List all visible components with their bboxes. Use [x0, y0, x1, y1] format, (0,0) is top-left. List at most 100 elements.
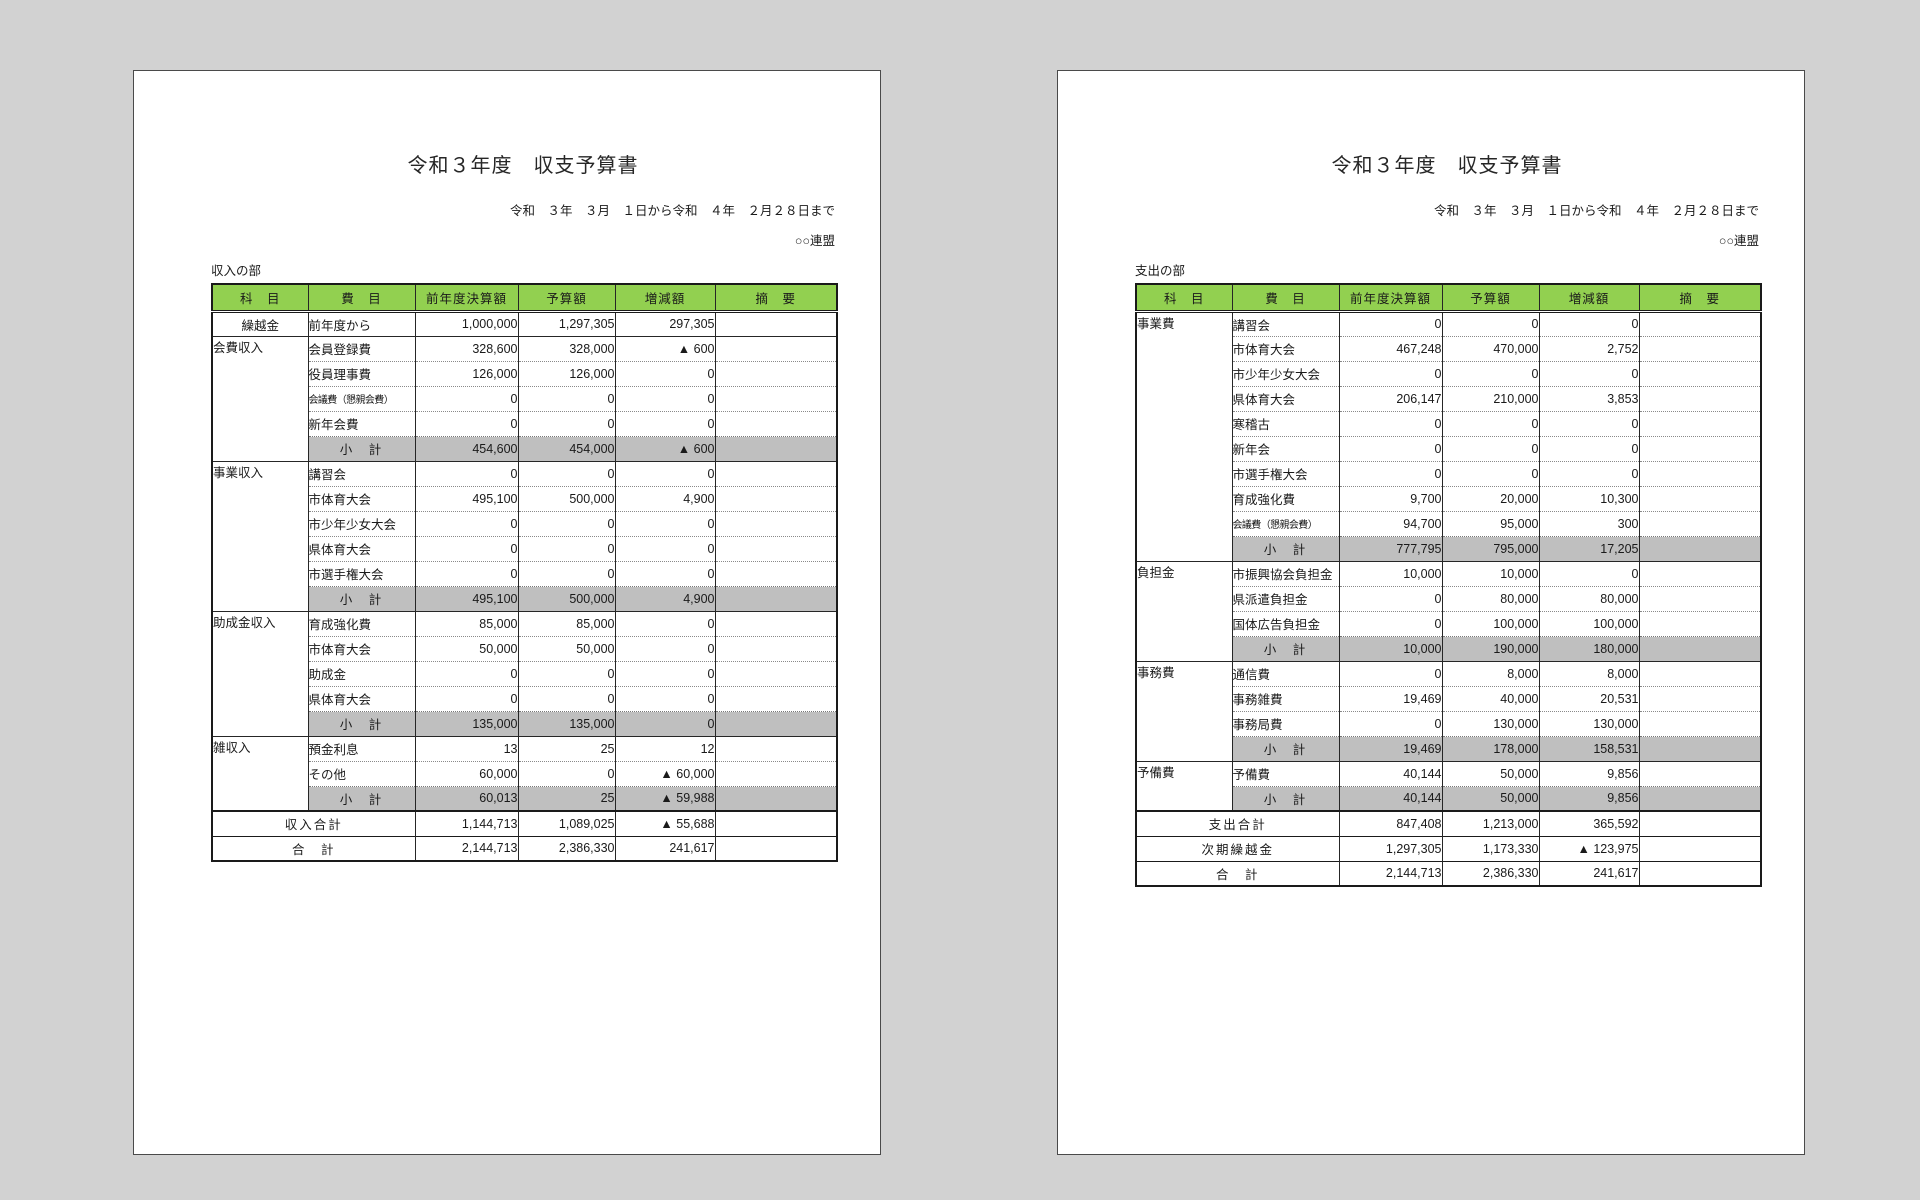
item-label-cell: 前年度から	[307, 310, 416, 336]
prev-amount-cell: 847,408	[1338, 810, 1443, 836]
diff-amount-cell: 0	[614, 410, 716, 436]
diff-amount-cell: 0	[1538, 310, 1640, 336]
total-row: 合 計 2,144,713 2,386,330 241,617	[211, 835, 838, 861]
prev-amount-cell: 495,100	[414, 485, 519, 511]
prev-amount-cell: 0	[414, 510, 519, 536]
category-cell: 会費収入	[211, 335, 309, 461]
item-label-cell: 会議費（懇親会費）	[307, 385, 416, 411]
budget-amount-cell: 130,000	[1441, 710, 1540, 736]
prev-amount-cell: 206,147	[1338, 385, 1443, 411]
table-row: 役員理事費 126,000 126,000 0	[212, 360, 838, 386]
prev-amount-cell: 2,144,713	[1338, 860, 1443, 886]
budget-amount-cell: 454,000	[517, 435, 616, 461]
column-header: 増減額	[1538, 284, 1640, 313]
item-label-cell: 市体育大会	[307, 485, 416, 511]
page-title: 令和３年度 収支予算書	[1331, 155, 1563, 177]
budget-amount-cell: 190,000	[1441, 635, 1540, 661]
total-row: 収入合計 1,144,713 1,089,025 ▲ 55,688	[211, 810, 838, 836]
diff-amount-cell: ▲ 600	[614, 435, 716, 461]
table-row: 寒稽古 0 0 0	[1136, 410, 1762, 436]
subtotal-label-cell: 小 計	[1231, 785, 1340, 811]
note-cell	[714, 385, 838, 411]
item-label-cell: 寒稽古	[1231, 410, 1340, 436]
total-label-cell: 支出合計	[1135, 810, 1340, 836]
column-header: 前年度決算額	[414, 284, 519, 313]
budget-amount-cell: 25	[517, 735, 616, 761]
table-row: 県体育大会 206,147 210,000 3,853	[1136, 385, 1762, 411]
section-label-income: 収入の部	[211, 264, 262, 278]
subtotal-row: 小 計 777,795 795,000 17,205	[1136, 535, 1762, 561]
budget-amount-cell: 0	[517, 535, 616, 561]
diff-amount-cell: 0	[614, 660, 716, 686]
item-label-cell: その他	[307, 760, 416, 786]
table-row: 事務費 通信費 0 8,000 8,000	[1135, 660, 1762, 761]
diff-amount-cell: 0	[614, 610, 716, 636]
column-header: 費 目	[307, 284, 416, 313]
note-cell	[1638, 660, 1762, 686]
item-label-cell: 講習会	[307, 460, 416, 486]
prev-amount-cell: 0	[1338, 710, 1443, 736]
budget-amount-cell: 795,000	[1441, 535, 1540, 561]
diff-amount-cell: 4,900	[614, 485, 716, 511]
subtotal-label-cell: 小 計	[307, 710, 416, 736]
income-page-content: 令和３年度 収支予算書 令和 ３年 ３月 １日から令和 ４年 ２月２８日まで ○…	[134, 149, 880, 862]
table-row: 雑収入 預金利息 13 25 12	[211, 735, 838, 811]
subtotal-row: 小 計 135,000 135,000 0	[212, 710, 838, 736]
budget-amount-cell: 135,000	[517, 710, 616, 736]
total-label-cell: 合 計	[1135, 860, 1340, 886]
note-cell	[1638, 760, 1762, 786]
table-row: 事業収入 講習会 0 0 0	[211, 460, 838, 611]
table-row: 予備費 予備費 40,144 50,000 9,856	[1135, 760, 1762, 811]
note-cell	[1638, 485, 1762, 511]
budget-amount-cell: 0	[517, 560, 616, 586]
note-cell	[1638, 710, 1762, 736]
diff-amount-cell: 0	[614, 685, 716, 711]
budget-amount-cell: 25	[517, 785, 616, 811]
table-row: 市体育大会 467,248 470,000 2,752	[1136, 335, 1762, 361]
subtotal-row: 小 計 454,600 454,000 ▲ 600	[212, 435, 838, 461]
diff-amount-cell: 0	[614, 510, 716, 536]
table-row: 新年会 0 0 0	[1136, 435, 1762, 461]
income-budget-page: 令和３年度 収支予算書 令和 ３年 ３月 １日から令和 ４年 ２月２８日まで ○…	[133, 70, 881, 1155]
subtotal-row: 小 計 495,100 500,000 4,900	[212, 585, 838, 611]
organization-name: ○○連盟	[794, 234, 835, 248]
diff-amount-cell: 0	[614, 460, 716, 486]
diff-amount-cell: 9,856	[1538, 760, 1640, 786]
diff-amount-cell: ▲ 55,688	[614, 810, 716, 836]
item-label-cell: 新年会費	[307, 410, 416, 436]
table-row: その他 60,000 0 ▲ 60,000	[212, 760, 838, 786]
diff-amount-cell: ▲ 600	[614, 335, 716, 361]
diff-amount-cell: 0	[614, 560, 716, 586]
note-cell	[1638, 585, 1762, 611]
prev-amount-cell: 0	[1338, 310, 1443, 336]
note-cell	[714, 560, 838, 586]
item-label-cell: 育成強化費	[307, 610, 416, 636]
table-row: 事務局費 0 130,000 130,000	[1136, 710, 1762, 736]
note-cell	[714, 710, 838, 736]
note-cell	[1638, 860, 1762, 886]
column-header: 増減額	[614, 284, 716, 313]
item-label-cell: 県体育大会	[307, 535, 416, 561]
prev-amount-cell: 0	[1338, 585, 1443, 611]
category-cell: 事務費	[1135, 660, 1233, 761]
note-cell	[714, 410, 838, 436]
note-cell	[714, 485, 838, 511]
budget-amount-cell: 40,000	[1441, 685, 1540, 711]
diff-amount-cell: 100,000	[1538, 610, 1640, 636]
note-cell	[1638, 460, 1762, 486]
budget-amount-cell: 0	[517, 685, 616, 711]
header-row: 科 目費 目前年度決算額 予算額 増減額摘 要	[211, 284, 838, 313]
table-row: 新年会費 0 0 0	[212, 410, 838, 436]
prev-amount-cell: 495,100	[414, 585, 519, 611]
category-cell: 事業費	[1135, 310, 1233, 561]
column-header: 摘 要	[714, 284, 838, 313]
item-label-cell: 市選手権大会	[1231, 460, 1340, 486]
column-header: 前年度決算額	[1338, 284, 1443, 313]
diff-amount-cell: 0	[614, 535, 716, 561]
prev-amount-cell: 0	[1338, 435, 1443, 461]
budget-amount-cell: 126,000	[517, 360, 616, 386]
note-cell	[714, 510, 838, 536]
prev-amount-cell: 0	[414, 385, 519, 411]
note-cell	[714, 835, 838, 861]
note-cell	[714, 310, 838, 336]
